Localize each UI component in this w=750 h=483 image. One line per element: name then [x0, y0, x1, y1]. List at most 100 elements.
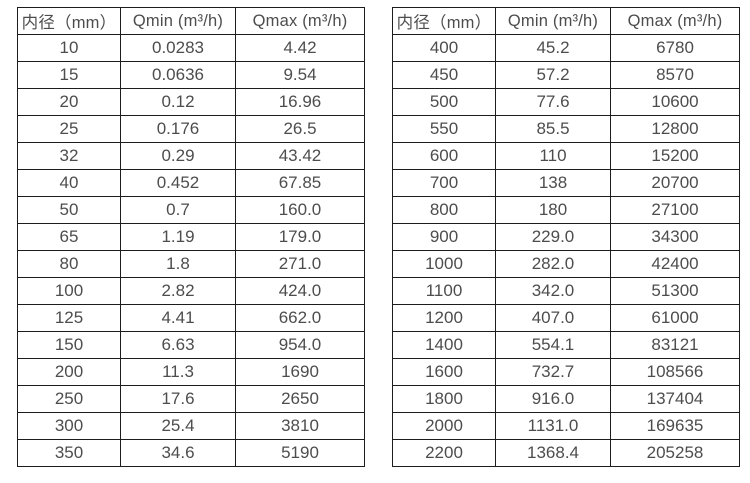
table-cell: 0.452	[120, 169, 236, 197]
table-cell: 6780	[610, 34, 740, 62]
table-cell: 0.7	[120, 196, 236, 224]
table-cell: 342.0	[495, 277, 611, 305]
header-row: 内径（mm） Qmin (m³/h) Qmax (m³/h)	[17, 7, 365, 35]
table-row: 100 2.82 424.0	[17, 277, 365, 305]
column-header: Qmin (m³/h)	[120, 7, 236, 35]
table-row: 1800 916.0 137404	[392, 385, 740, 413]
table-cell: 45.2	[495, 34, 611, 62]
table-row: 10 0.0283 4.42	[17, 34, 365, 62]
table-row: 40 0.452 67.85	[17, 169, 365, 197]
table-cell: 160.0	[235, 196, 365, 224]
table-cell: 5190	[235, 439, 365, 467]
table-cell: 50	[17, 196, 121, 224]
table-row: 350 34.6 5190	[17, 439, 365, 467]
table-cell: 85.5	[495, 115, 611, 143]
column-header: Qmin (m³/h)	[495, 7, 611, 35]
table-cell: 205258	[610, 439, 740, 467]
table-cell: 0.0283	[120, 34, 236, 62]
table-cell: 4.42	[235, 34, 365, 62]
table-cell: 179.0	[235, 223, 365, 251]
table-cell: 2650	[235, 385, 365, 413]
table-row: 150 6.63 954.0	[17, 331, 365, 359]
column-header: Qmax (m³/h)	[235, 7, 365, 35]
table-cell: 77.6	[495, 88, 611, 116]
flow-table-large-diameters: 内径（mm） Qmin (m³/h) Qmax (m³/h) 400 45.2 6780 4…	[392, 7, 740, 467]
table-cell: 43.42	[235, 142, 365, 170]
table-cell: 6.63	[120, 331, 236, 359]
table-row: 2200 1368.4 205258	[392, 439, 740, 467]
table-cell: 150	[17, 331, 121, 359]
table-cell: 916.0	[495, 385, 611, 413]
table-cell: 108566	[610, 358, 740, 386]
table-cell: 550	[392, 115, 496, 143]
table-cell: 110	[495, 142, 611, 170]
table-row: 50 0.7 160.0	[17, 196, 365, 224]
table-cell: 25	[17, 115, 121, 143]
table-row: 32 0.29 43.42	[17, 142, 365, 170]
table-cell: 137404	[610, 385, 740, 413]
table-row: 80 1.8 271.0	[17, 250, 365, 278]
table-cell: 1400	[392, 331, 496, 359]
table-cell: 61000	[610, 304, 740, 332]
table-cell: 34.6	[120, 439, 236, 467]
table-cell: 80	[17, 250, 121, 278]
table-cell: 1131.0	[495, 412, 611, 440]
table-cell: 200	[17, 358, 121, 386]
table-cell: 2200	[392, 439, 496, 467]
table-cell: 67.85	[235, 169, 365, 197]
table-cell: 25.4	[120, 412, 236, 440]
table-cell: 16.96	[235, 88, 365, 116]
table-row: 20 0.12 16.96	[17, 88, 365, 116]
table-cell: 271.0	[235, 250, 365, 278]
table-cell: 10600	[610, 88, 740, 116]
table-cell: 0.12	[120, 88, 236, 116]
table-row: 2000 1131.0 169635	[392, 412, 740, 440]
table-cell: 1368.4	[495, 439, 611, 467]
table-cell: 0.29	[120, 142, 236, 170]
table-row: 1100 342.0 51300	[392, 277, 740, 305]
table-cell: 125	[17, 304, 121, 332]
table-cell: 20700	[610, 169, 740, 197]
table-cell: 1100	[392, 277, 496, 305]
table-cell: 20	[17, 88, 121, 116]
table-cell: 954.0	[235, 331, 365, 359]
table-cell: 57.2	[495, 61, 611, 89]
table-row: 400 45.2 6780	[392, 34, 740, 62]
table-cell: 2000	[392, 412, 496, 440]
table-cell: 51300	[610, 277, 740, 305]
table-row: 65 1.19 179.0	[17, 223, 365, 251]
table-cell: 100	[17, 277, 121, 305]
table-row: 1400 554.1 83121	[392, 331, 740, 359]
table-row: 250 17.6 2650	[17, 385, 365, 413]
table-cell: 250	[17, 385, 121, 413]
table-cell: 4.41	[120, 304, 236, 332]
table-cell: 40	[17, 169, 121, 197]
table-cell: 17.6	[120, 385, 236, 413]
table-cell: 83121	[610, 331, 740, 359]
table-row: 700 138 20700	[392, 169, 740, 197]
table-cell: 3810	[235, 412, 365, 440]
table-cell: 500	[392, 88, 496, 116]
table-cell: 1.19	[120, 223, 236, 251]
header-row: 内径（mm） Qmin (m³/h) Qmax (m³/h)	[392, 7, 740, 35]
table-cell: 407.0	[495, 304, 611, 332]
table-row: 1600 732.7 108566	[392, 358, 740, 386]
table-cell: 662.0	[235, 304, 365, 332]
table-cell: 12800	[610, 115, 740, 143]
table-cell: 34300	[610, 223, 740, 251]
table-row: 15 0.0636 9.54	[17, 61, 365, 89]
table-cell: 26.5	[235, 115, 365, 143]
table-cell: 0.176	[120, 115, 236, 143]
table-cell: 600	[392, 142, 496, 170]
table-row: 25 0.176 26.5	[17, 115, 365, 143]
table-cell: 15	[17, 61, 121, 89]
table-cell: 2.82	[120, 277, 236, 305]
table-row: 550 85.5 12800	[392, 115, 740, 143]
table-cell: 700	[392, 169, 496, 197]
table-cell: 424.0	[235, 277, 365, 305]
table-row: 1000 282.0 42400	[392, 250, 740, 278]
table-cell: 282.0	[495, 250, 611, 278]
table-row: 900 229.0 34300	[392, 223, 740, 251]
table-cell: 0.0636	[120, 61, 236, 89]
